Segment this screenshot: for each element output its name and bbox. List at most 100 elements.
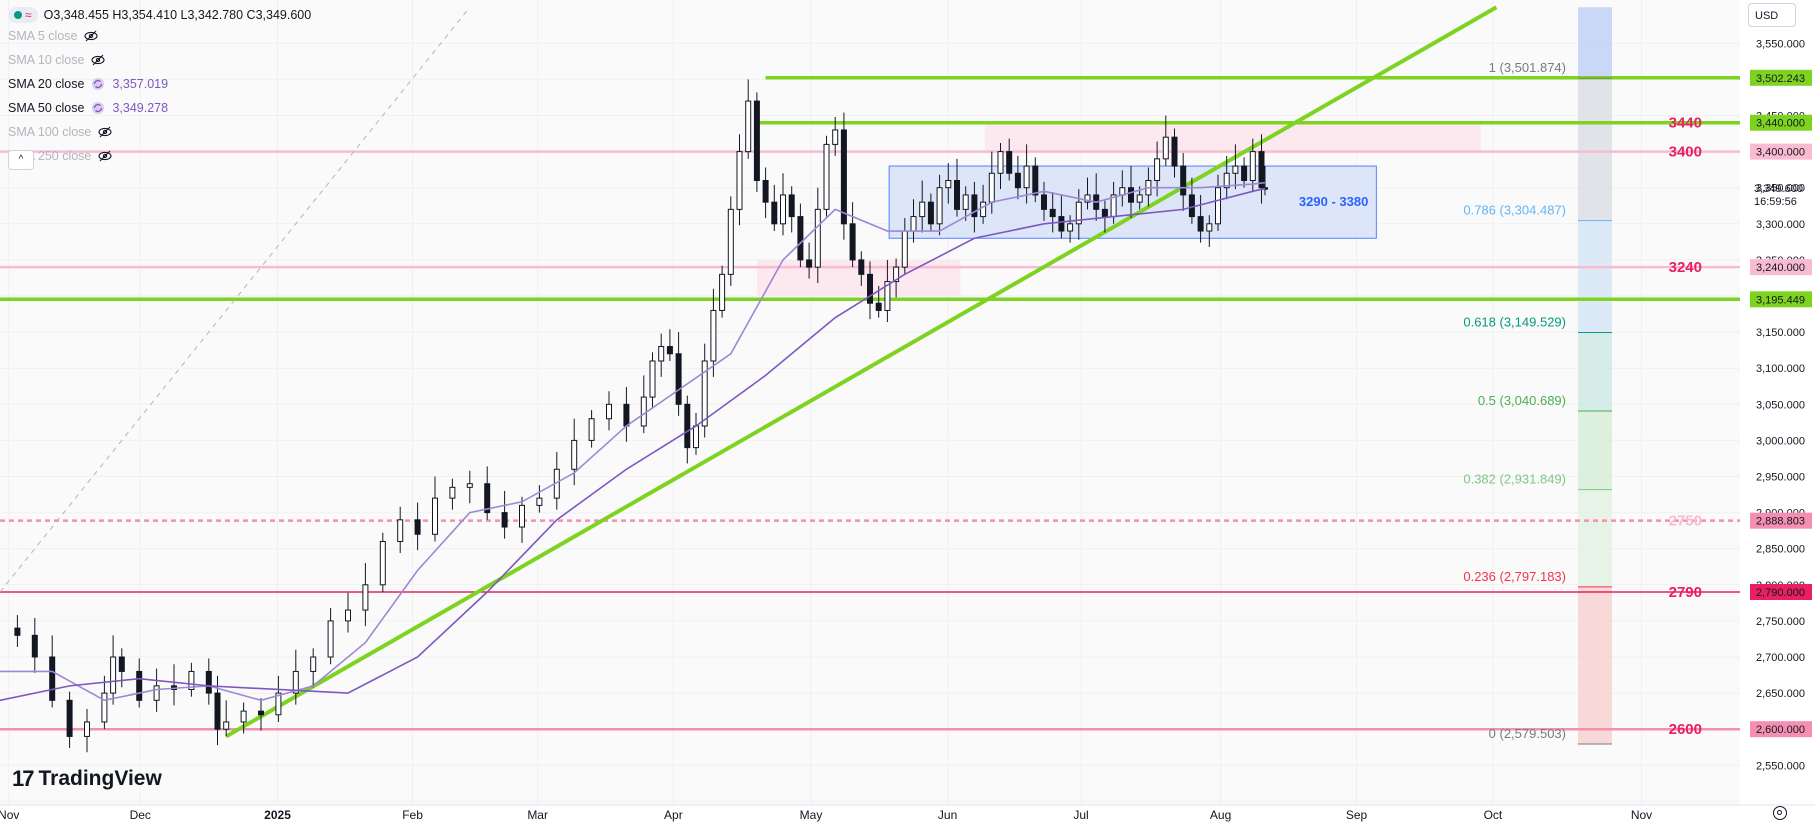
- price-level-tag-label: 3,195.449: [1756, 294, 1805, 306]
- candle-body: [1058, 216, 1065, 232]
- candle-body: [1084, 194, 1091, 203]
- candle-body: [727, 208, 734, 275]
- sma-legend-row[interactable]: SMA 5 close: [8, 24, 311, 48]
- fib-band: [1578, 78, 1612, 221]
- currency-selector[interactable]: USD: [1748, 3, 1796, 27]
- time-tick-label: Oct: [1484, 808, 1503, 822]
- candle-body: [362, 584, 369, 611]
- candle-body: [936, 187, 943, 225]
- candle-body: [954, 179, 960, 210]
- candle-body: [693, 425, 699, 449]
- sma-legend-row[interactable]: SMA 50 close 3,349.278: [8, 96, 311, 120]
- sma-list: SMA 5 close SMA 10 close SMA 20 close 3,357…: [8, 24, 311, 168]
- ohlc-values: O3,348.455 H3,354.410 L3,342.780 C3,349.…: [43, 8, 312, 22]
- last-price-label: 3,349.600: [1754, 183, 1803, 195]
- refresh-icon[interactable]: [90, 101, 106, 115]
- fib-band: [1578, 7, 1612, 79]
- candle-body: [1206, 223, 1213, 232]
- time-tick-label: Dec: [130, 808, 151, 822]
- candle-body: [701, 360, 708, 427]
- candle-body: [875, 302, 882, 311]
- price-level-tag: [1750, 291, 1812, 308]
- candle-body: [666, 346, 673, 355]
- sma-legend-row[interactable]: SMA 10 close: [8, 48, 311, 72]
- price-level-name: 2600: [1669, 721, 1702, 738]
- candle-body: [1162, 136, 1169, 160]
- chart-legend: ≈ O3,348.455 H3,354.410 L3,342.780 C3,34…: [8, 6, 311, 168]
- candle-body: [823, 143, 830, 210]
- sma-legend-row[interactable]: SMA 20 close 3,357.019: [8, 72, 311, 96]
- candle-body: [1188, 194, 1195, 218]
- resistance-zone: [984, 122, 1481, 152]
- candle-body: [205, 670, 212, 694]
- time-tick-label: 2025: [264, 808, 291, 822]
- candle-body: [1232, 165, 1239, 174]
- wave-icon: ≈: [25, 8, 32, 22]
- sma-value: 3,349.278: [112, 101, 169, 115]
- candle-body: [797, 216, 804, 261]
- refresh-icon[interactable]: [90, 77, 106, 91]
- candle-body: [1101, 208, 1108, 218]
- candle-body: [1136, 194, 1143, 203]
- fib-level-label: 0.786 (3,304.487): [1463, 203, 1566, 218]
- fib-band: [1578, 332, 1612, 412]
- symbol-status-pill[interactable]: ≈: [8, 7, 38, 23]
- price-axis: [1740, 0, 1815, 828]
- candle-body: [745, 100, 752, 153]
- candle-body: [258, 710, 264, 716]
- eye-off-icon[interactable]: [97, 149, 113, 163]
- price-tick-label: 3,150.000: [1756, 327, 1805, 339]
- settings-gear-icon[interactable]: [1773, 806, 1787, 820]
- sma-name: SMA 20 close: [8, 77, 85, 91]
- candle-body: [571, 439, 578, 470]
- candle-body: [1258, 151, 1265, 189]
- candle-body: [840, 129, 847, 225]
- sma-legend-row[interactable]: SMA 250 close: [8, 144, 311, 168]
- time-axis: [0, 805, 1740, 828]
- price-level-tag: [1750, 512, 1812, 529]
- fib-level-label: 0.5 (3,040.689): [1478, 393, 1566, 408]
- price-tick-label: 3,300.000: [1756, 219, 1805, 231]
- candle-body: [901, 230, 908, 268]
- candle-body: [649, 360, 656, 398]
- price-tick-label: 2,700.000: [1756, 652, 1805, 664]
- candle-body: [788, 194, 795, 218]
- time-tick-label: Jul: [1073, 808, 1088, 822]
- eye-off-icon[interactable]: [90, 53, 106, 67]
- candle-body: [275, 692, 282, 716]
- time-tick-label: Nov: [1631, 808, 1652, 822]
- candle-body: [31, 634, 38, 658]
- candle-body: [736, 151, 743, 210]
- candle-body: [1006, 151, 1013, 174]
- candle-body: [188, 670, 195, 690]
- candle-body: [910, 216, 917, 232]
- price-level-tag: [1750, 143, 1812, 160]
- fib-level-label: 0.236 (2,797.183): [1463, 569, 1566, 584]
- price-level-name: 3440: [1669, 115, 1702, 132]
- candle-body: [675, 353, 682, 405]
- brand-name: TradingView: [38, 767, 162, 790]
- time-tick-label: Nov: [0, 808, 19, 822]
- fib-band: [1578, 411, 1612, 490]
- collapse-legend-button[interactable]: ^: [8, 150, 34, 170]
- price-level-tag-label: 2,888.803: [1756, 516, 1805, 528]
- candle-body: [84, 721, 90, 737]
- candle-body: [988, 172, 995, 203]
- candle-body: [832, 129, 839, 145]
- candle-body: [684, 403, 691, 449]
- candle-body: [606, 403, 612, 420]
- candle-body: [1223, 172, 1230, 189]
- time-tick-label: Aug: [1210, 808, 1231, 822]
- eye-off-icon[interactable]: [97, 125, 113, 139]
- fib-level-label: 0.618 (3,149.529): [1463, 314, 1566, 329]
- candle-body: [1014, 172, 1021, 189]
- candle-body: [240, 710, 247, 723]
- price-level-name: 2750: [1669, 513, 1702, 530]
- eye-off-icon[interactable]: [83, 29, 99, 43]
- sma50-line: [0, 187, 1266, 702]
- price-level-tag: [1750, 721, 1812, 738]
- price-level-tag: [1750, 114, 1812, 131]
- candle-body: [118, 656, 125, 672]
- sma-legend-row[interactable]: SMA 100 close: [8, 120, 311, 144]
